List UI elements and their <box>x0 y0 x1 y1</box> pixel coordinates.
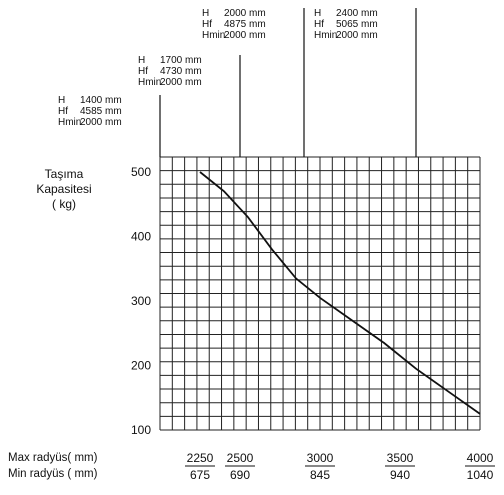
y-axis-label-line3: ( kg) <box>52 197 76 211</box>
mast-label-row: H 1400 mm <box>58 95 156 106</box>
mast-label-key: H <box>314 8 322 19</box>
x-tick-label-max: 2500 <box>227 451 254 465</box>
mast-label-value: 1700 mm <box>160 55 202 66</box>
x-tick-label-min: 690 <box>230 468 250 482</box>
y-tick-label: 200 <box>131 359 151 373</box>
mast-label-value: 2000 mm <box>160 77 202 88</box>
x-row1-label: Max radyüs( mm) <box>8 452 98 464</box>
mast-label-row: Hmin2000 mm <box>202 30 300 41</box>
mast-label-row: Hf 4875 mm <box>202 19 300 30</box>
mast-label-key: Hmin <box>314 30 338 41</box>
x-tick-label-max: 4000 <box>467 451 494 465</box>
y-tick-label: 100 <box>131 423 151 437</box>
y-tick-label: 400 <box>131 230 151 244</box>
mast-label-value: 2000 mm <box>336 30 378 41</box>
x-row2-label: Min radyüs ( mm) <box>8 468 98 480</box>
y-tick-label: 500 <box>131 165 151 179</box>
mast-label-key: Hf <box>314 19 324 30</box>
x-tick-label-min: 675 <box>190 468 210 482</box>
mast-label-block: H 1700 mm Hf 4730 mm Hmin2000 mm <box>138 55 236 88</box>
mast-label-row: Hmin2000 mm <box>138 77 236 88</box>
mast-label-row: H 1700 mm <box>138 55 236 66</box>
mast-label-value: 2400 mm <box>336 8 378 19</box>
mast-label-value: 1400 mm <box>80 95 122 106</box>
y-tick-label: 300 <box>131 294 151 308</box>
mast-label-row: Hmin2000 mm <box>58 117 156 128</box>
capacity-curve <box>199 171 481 415</box>
x-tick-label-min: 1040 <box>467 468 494 482</box>
x-tick-label-min: 845 <box>310 468 330 482</box>
mast-label-value: 2000 mm <box>224 8 266 19</box>
mast-label-key: Hf <box>202 19 212 30</box>
mast-label-value: 2000 mm <box>224 30 266 41</box>
x-tick-label-max: 3500 <box>387 451 414 465</box>
mast-label-key: Hmin <box>58 117 82 128</box>
y-axis-label-line1: Taşıma <box>44 167 84 181</box>
mast-label-value: 4730 mm <box>160 66 202 77</box>
mast-label-block: H 2400 mm Hf 5065 mm Hmin2000 mm <box>314 8 412 41</box>
mast-label-block: H 1400 mm Hf 4585 mm Hmin2000 mm <box>58 95 156 128</box>
x-tick-label-min: 940 <box>390 468 410 482</box>
mast-label-value: 4875 mm <box>224 19 266 30</box>
mast-label-value: 4585 mm <box>80 106 122 117</box>
mast-label-key: Hmin <box>202 30 226 41</box>
mast-label-key: Hf <box>58 106 68 117</box>
mast-label-row: Hmin2000 mm <box>314 30 412 41</box>
mast-label-value: 5065 mm <box>336 19 378 30</box>
mast-label-row: Hf 4585 mm <box>58 106 156 117</box>
mast-label-value: 2000 mm <box>80 117 122 128</box>
mast-label-block: H 2000 mm Hf 4875 mm Hmin2000 mm <box>202 8 300 41</box>
mast-label-key: Hf <box>138 66 148 77</box>
mast-label-key: H <box>58 95 66 106</box>
mast-label-row: Hf 4730 mm <box>138 66 236 77</box>
mast-label-key: H <box>202 8 210 19</box>
x-tick-label-max: 3000 <box>307 451 334 465</box>
mast-label-row: H 2400 mm <box>314 8 412 19</box>
mast-label-row: H 2000 mm <box>202 8 300 19</box>
y-axis-label-line2: Kapasitesi <box>36 182 92 196</box>
y-axis-label: Taşıma Kapasitesi ( kg) <box>14 167 114 212</box>
mast-label-row: Hf 5065 mm <box>314 19 412 30</box>
mast-label-key: Hmin <box>138 77 162 88</box>
mast-label-key: H <box>138 55 146 66</box>
x-tick-label-max: 2250 <box>187 451 214 465</box>
